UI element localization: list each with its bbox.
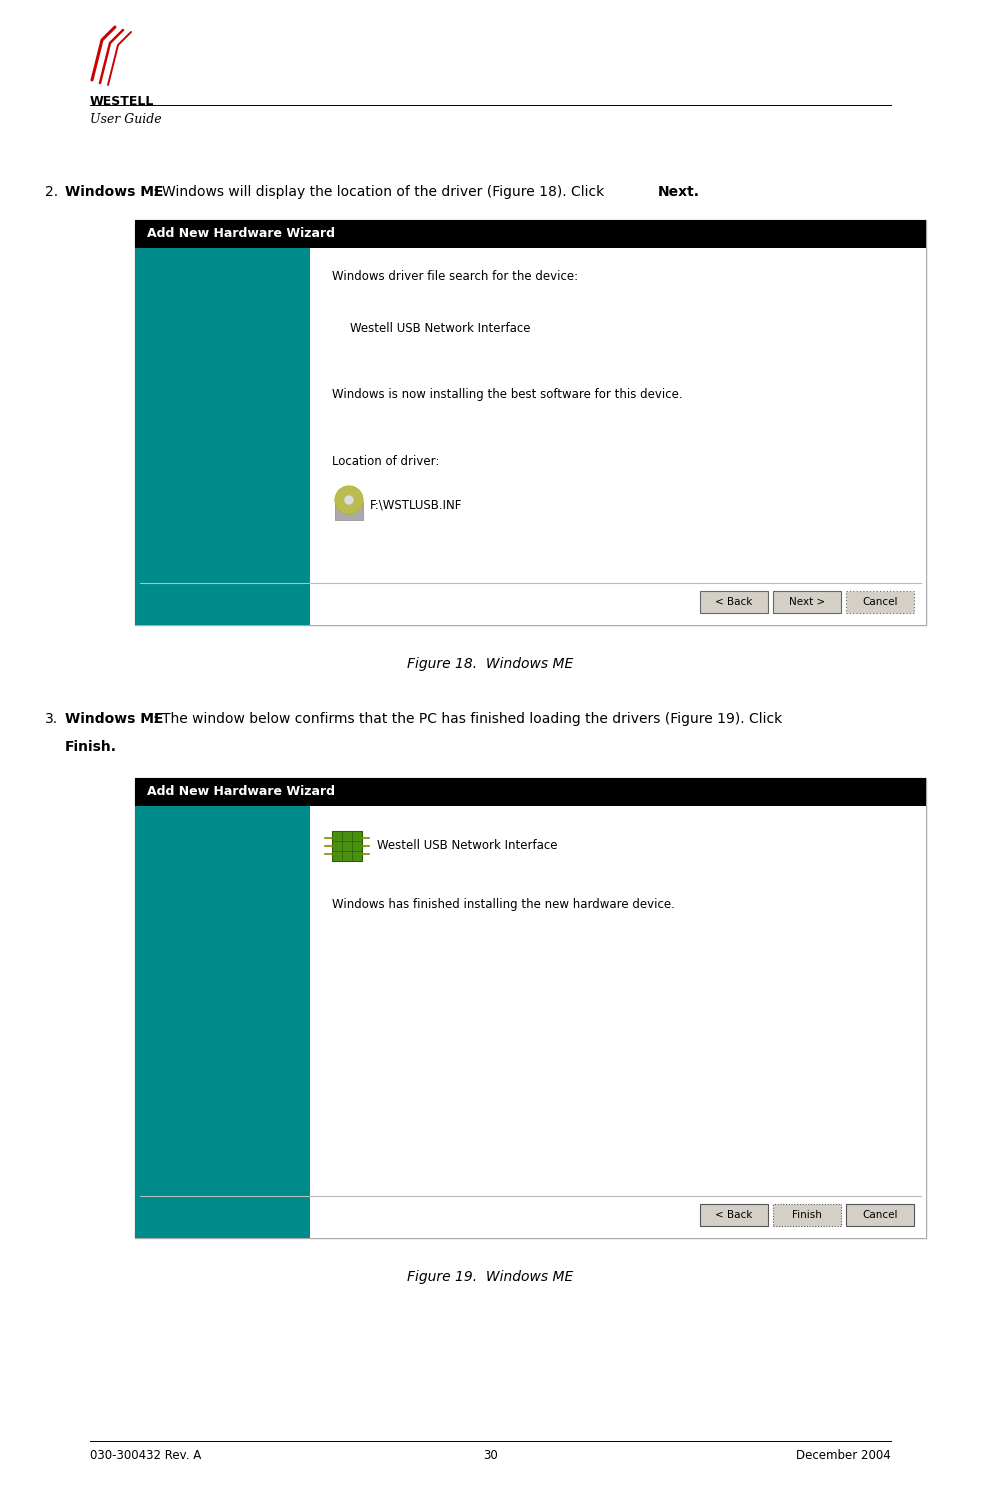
Bar xyxy=(773,1203,841,1226)
Text: Location of driver:: Location of driver: xyxy=(332,455,439,467)
Bar xyxy=(332,832,362,861)
Text: Cancel: Cancel xyxy=(862,597,898,608)
Text: Finish.: Finish. xyxy=(65,741,117,754)
Text: Figure 19.  Windows ME: Figure 19. Windows ME xyxy=(407,1271,574,1284)
Text: Next.: Next. xyxy=(658,185,700,199)
Text: Next >: Next > xyxy=(789,597,825,608)
Text: 030-300432 Rev. A: 030-300432 Rev. A xyxy=(90,1450,201,1462)
Text: F:\WSTLUSB.INF: F:\WSTLUSB.INF xyxy=(370,499,462,512)
Text: < Back: < Back xyxy=(715,1209,752,1220)
Text: : The window below confirms that the PC has finished loading the drivers (Figure: : The window below confirms that the PC … xyxy=(153,712,787,726)
Text: Figure 18.  Windows ME: Figure 18. Windows ME xyxy=(407,657,574,670)
Bar xyxy=(773,591,841,614)
Bar xyxy=(135,778,926,1238)
Text: Add New Hardware Wizard: Add New Hardware Wizard xyxy=(147,227,335,240)
Text: Finish: Finish xyxy=(792,1209,822,1220)
Text: December 2004: December 2004 xyxy=(797,1450,891,1462)
Bar xyxy=(846,591,914,614)
Text: Windows has finished installing the new hardware device.: Windows has finished installing the new … xyxy=(332,897,675,911)
Text: Windows ME: Windows ME xyxy=(65,185,164,199)
Text: 3.: 3. xyxy=(45,712,58,726)
Bar xyxy=(135,248,310,626)
Bar xyxy=(135,219,926,248)
Text: Windows is now installing the best software for this device.: Windows is now installing the best softw… xyxy=(332,388,683,402)
Bar xyxy=(135,219,926,626)
Bar xyxy=(310,806,926,1238)
Text: Westell USB Network Interface: Westell USB Network Interface xyxy=(377,839,557,853)
Text: : Windows will display the location of the driver (Figure 18). Click: : Windows will display the location of t… xyxy=(153,185,608,199)
Circle shape xyxy=(335,487,363,514)
Bar xyxy=(700,1203,768,1226)
Bar xyxy=(135,806,310,1238)
Circle shape xyxy=(345,496,353,505)
Text: WESTELL: WESTELL xyxy=(90,96,154,107)
Bar xyxy=(335,502,363,520)
Text: User Guide: User Guide xyxy=(90,113,162,125)
Text: Windows ME: Windows ME xyxy=(65,712,164,726)
Text: Westell USB Network Interface: Westell USB Network Interface xyxy=(350,322,531,334)
Bar xyxy=(700,591,768,614)
Text: Add New Hardware Wizard: Add New Hardware Wizard xyxy=(147,785,335,799)
Bar xyxy=(310,248,926,626)
Text: 2.: 2. xyxy=(45,185,58,199)
Text: < Back: < Back xyxy=(715,597,752,608)
Text: 30: 30 xyxy=(483,1450,498,1462)
Bar xyxy=(135,778,926,806)
Circle shape xyxy=(335,487,363,514)
Text: Cancel: Cancel xyxy=(862,1209,898,1220)
Text: Windows driver file search for the device:: Windows driver file search for the devic… xyxy=(332,270,578,284)
Bar xyxy=(846,1203,914,1226)
